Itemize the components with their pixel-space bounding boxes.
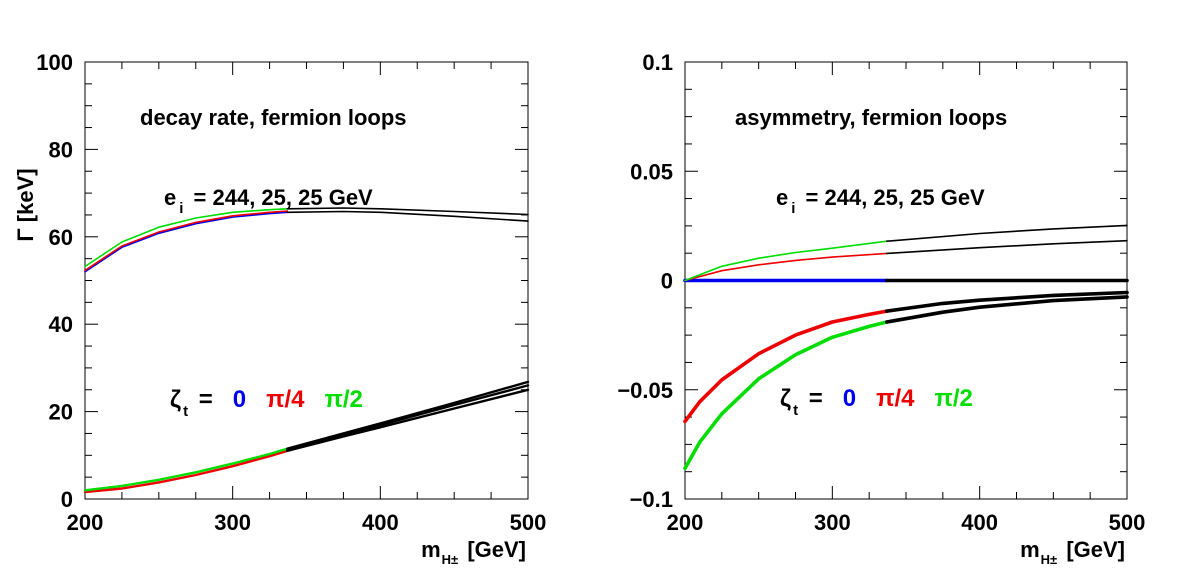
asymmetry-panel: 200 300 400 500 −0.1 −0.05 0 0.05 0.1 asymmetry, … (617, 50, 1145, 567)
curve-black-continuation (884, 290, 1129, 313)
plot-annotation: decay rate, fermion loops (140, 105, 407, 130)
energies-prefix: e (164, 185, 176, 210)
energies-values: = 244, 25, 25 GeV (187, 185, 373, 210)
y-tick-label: 100 (36, 50, 73, 75)
legend-symbol: ζ (780, 385, 791, 412)
curve-zeta-pi-4 (84, 210, 289, 272)
x-axis-label-unit: [GeV] (461, 537, 526, 562)
y-tick-label: 20 (49, 400, 73, 425)
curve-zeta-pi-4 (683, 309, 889, 424)
y-axis-label: Γ [keV] (13, 168, 38, 241)
x-axis-label: mH± [GeV] (1020, 537, 1125, 567)
curve-black-continuation (885, 224, 1128, 242)
curve-zeta-pi-4 (83, 449, 289, 494)
x-axis-label: mH± [GeV] (421, 537, 526, 567)
x-axis-label-main: m (1020, 537, 1040, 562)
curve-black-continuation (286, 207, 529, 216)
x-tick-label: 300 (214, 510, 251, 535)
x-tick-label: 300 (814, 510, 851, 535)
x-axis-label-main: m (421, 537, 441, 562)
x-tick-label: 200 (67, 510, 104, 535)
curve-zeta-pi-2 (683, 320, 889, 471)
curve-zeta-pi-4 (684, 252, 888, 282)
legend-entry-0: 0 (843, 385, 856, 412)
curve-zeta-pi-2 (83, 447, 289, 492)
x-tick-label: 500 (510, 510, 547, 535)
y-tick-label: 80 (49, 137, 73, 162)
energies-prefix: e (776, 185, 788, 210)
y-tick-label: 0.05 (630, 159, 673, 184)
legend-entry-pi-2: π/2 (935, 385, 973, 412)
curve-black-continuation (884, 295, 1129, 324)
curve-black-continuation (286, 388, 530, 453)
energies-subscript: i (179, 200, 183, 217)
y-tick-label: 0 (61, 487, 73, 512)
legend-equals: = (802, 385, 823, 412)
curve-black-continuation (286, 380, 530, 450)
energies-subscript: i (791, 200, 795, 217)
x-tick-label: 500 (1109, 510, 1146, 535)
curve-zeta-0 (84, 211, 289, 273)
curve-black-continuation (286, 210, 529, 222)
legend-entry-0: 0 (233, 386, 246, 413)
legend-subscript: t (183, 403, 188, 420)
y-tick-label: 60 (49, 225, 73, 250)
x-tick-label: 200 (667, 510, 704, 535)
x-tick-label: 400 (362, 510, 399, 535)
legend-symbol: ζ (170, 386, 181, 413)
y-tick-label: −0.05 (617, 378, 673, 403)
x-axis-label-subscript: H± (1041, 552, 1058, 567)
decay-rate-panel: 200 300 400 500 0 20 40 60 80 100 decay rate, ferm… (13, 50, 546, 567)
y-tick-label: −0.1 (630, 487, 673, 512)
legend-entry-pi-4: π/4 (876, 385, 915, 412)
plot-annotation: asymmetry, fermion loops (735, 105, 1007, 130)
y-tick-label: 40 (49, 312, 73, 337)
x-axis-label-subscript: H± (442, 552, 459, 567)
x-axis-label-unit: [GeV] (1060, 537, 1125, 562)
legend-equals: = (192, 386, 213, 413)
legend-entry-pi-4: π/4 (266, 386, 305, 413)
legend-entry-pi-2: π/2 (325, 386, 363, 413)
curve-zeta-pi-2 (684, 240, 888, 282)
y-tick-label: 0.1 (642, 50, 673, 75)
curve-black-continuation (885, 239, 1128, 255)
energies-values: = 244, 25, 25 GeV (799, 185, 985, 210)
legend-subscript: t (793, 402, 798, 419)
curve-zeta-pi-2 (84, 208, 289, 268)
y-tick-label: 0 (661, 269, 673, 294)
x-tick-label: 400 (961, 510, 998, 535)
